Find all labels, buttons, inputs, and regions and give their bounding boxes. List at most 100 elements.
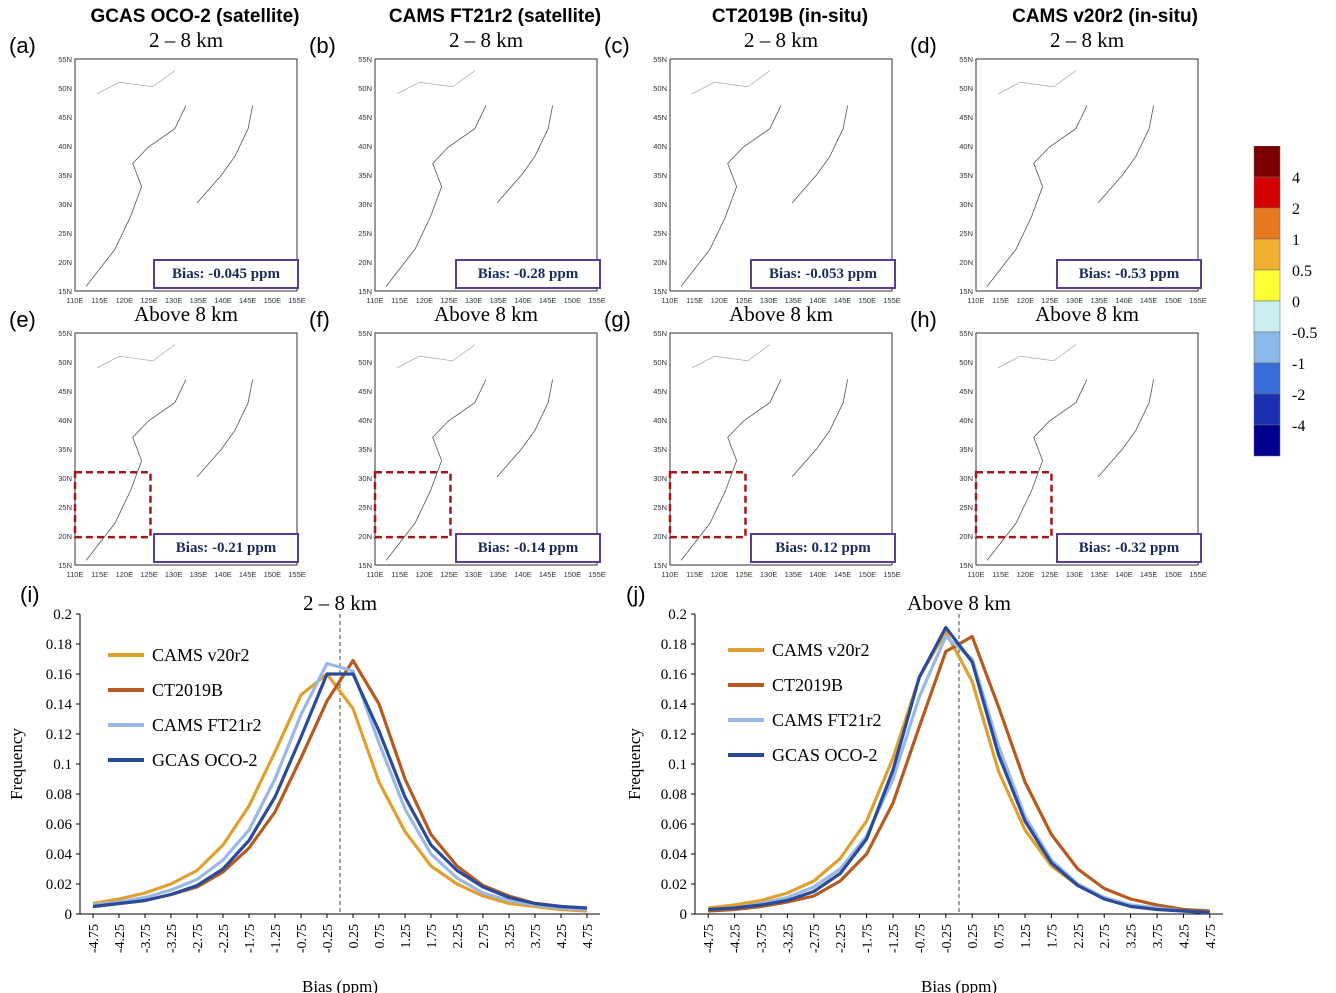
- legend-label: CAMS v20r2: [152, 645, 250, 665]
- map-lat-label: 55N: [959, 57, 973, 64]
- legend-label: CT2019B: [152, 680, 223, 700]
- map-lon-label: 145E: [834, 570, 852, 579]
- map-lon-label: 150E: [859, 296, 877, 305]
- map-lon-label: 120E: [711, 296, 729, 305]
- map-panel-title: 2 – 8 km: [743, 28, 819, 52]
- map-lon-label: 130E: [760, 296, 778, 305]
- x-tick-label: -4.75: [87, 924, 102, 953]
- bias-box: Bias: -0.045 ppm: [153, 259, 299, 289]
- map-lat-label: 15N: [959, 287, 973, 296]
- map-panel-label: (g): [604, 307, 631, 332]
- map-lat-label: 45N: [653, 387, 667, 396]
- x-axis-label: Bias (ppm): [302, 977, 378, 993]
- map-lat-label: 30N: [653, 200, 667, 209]
- x-tick-label: 3.75: [1151, 924, 1166, 949]
- map-lon-label: 135E: [785, 570, 803, 579]
- x-tick-label: -4.25: [113, 924, 128, 953]
- map-lat-label: 35N: [358, 445, 372, 454]
- map-lon-label: 145E: [1140, 570, 1158, 579]
- map-lat-label: 55N: [58, 57, 72, 64]
- map-lat-label: 55N: [653, 331, 667, 338]
- chart-title: Above 8 km: [907, 591, 1011, 615]
- map-lat-label: 20N: [959, 532, 973, 541]
- map-panel-label: (h): [910, 307, 937, 332]
- y-tick-label: 0.02: [661, 877, 687, 893]
- map-lon-label: 135E: [1091, 570, 1109, 579]
- x-tick-label: -2.25: [834, 924, 849, 953]
- x-tick-label: -0.25: [940, 924, 955, 953]
- x-tick-label: -1.25: [887, 924, 902, 953]
- bias-box: Bias: -0.053 ppm: [750, 259, 896, 289]
- y-tick-label: 0.06: [46, 817, 73, 833]
- y-tick-label: 0.1: [668, 757, 687, 773]
- x-tick-label: 1.75: [1045, 924, 1060, 949]
- panel-label-j: (j): [626, 582, 646, 607]
- map-lon-label: 110E: [367, 570, 384, 579]
- x-tick-label: -0.75: [913, 924, 928, 953]
- map-lat-label: 30N: [959, 474, 973, 483]
- map-panel-label: (c): [604, 33, 630, 58]
- map-lat-label: 45N: [58, 387, 72, 396]
- x-tick-label: 0.25: [966, 924, 981, 949]
- y-tick-label: 0.02: [46, 877, 72, 893]
- map-lat-label: 45N: [653, 113, 667, 122]
- map-lon-label: 115E: [992, 296, 1009, 305]
- map-lon-label: 140E: [514, 570, 532, 579]
- map-lon-label: 155E: [588, 296, 606, 305]
- map-panel-title: 2 – 8 km: [1049, 28, 1125, 52]
- x-tick-label: 4.75: [1204, 924, 1219, 949]
- map-lon-label: 150E: [264, 296, 282, 305]
- map-lon-label: 125E: [140, 296, 158, 305]
- map-panel-label: (b): [309, 33, 336, 58]
- map-lat-label: 15N: [58, 287, 72, 296]
- map-lon-label: 115E: [686, 570, 703, 579]
- map-lat-label: 20N: [653, 258, 667, 267]
- x-tick-label: 4.25: [1177, 924, 1192, 949]
- map-lat-label: 40N: [358, 416, 372, 425]
- map-lat-label: 20N: [358, 532, 372, 541]
- map-lon-label: 155E: [883, 570, 901, 579]
- bias-box: Bias: -0.28 ppm: [455, 259, 601, 289]
- map-panel-label: (e): [9, 307, 36, 332]
- map-lon-label: 130E: [1066, 570, 1084, 579]
- x-tick-label: 1.25: [1019, 924, 1034, 949]
- legend-label: CT2019B: [772, 675, 843, 695]
- bias-box: Bias: 0.12 ppm: [750, 533, 896, 563]
- x-tick-label: -3.75: [139, 924, 154, 953]
- map-lat-label: 20N: [653, 532, 667, 541]
- colorbar-graphic: 4 2 1 0.5 0 -0.5 -1 -2 -4: [1253, 145, 1317, 457]
- map-lat-label: 25N: [58, 503, 72, 512]
- map-lon-label: 120E: [116, 570, 134, 579]
- map-lon-label: 120E: [416, 296, 434, 305]
- series-line: [92, 661, 588, 912]
- map-lon-label: 150E: [564, 570, 582, 579]
- map-lon-label: 130E: [1066, 296, 1084, 305]
- map-panel-title: 2 – 8 km: [148, 28, 224, 52]
- map-lat-label: 30N: [358, 474, 372, 483]
- x-tick-label: 3.75: [529, 924, 544, 949]
- map-panel-label: (d): [910, 33, 937, 58]
- map-lat-label: 55N: [653, 57, 667, 64]
- map-lon-label: 115E: [992, 570, 1009, 579]
- colorbar-label: -0.5: [1292, 325, 1317, 342]
- map-lon-label: 125E: [440, 296, 458, 305]
- x-tick-label: 2.25: [1072, 924, 1087, 949]
- map-lon-label: 155E: [883, 296, 901, 305]
- map-lon-label: 135E: [490, 296, 508, 305]
- column-title-gcas-oco2: GCAS OCO-2 (satellite): [90, 6, 300, 27]
- colorbar-label: -4: [1292, 418, 1305, 435]
- colorbar-label: 2: [1292, 201, 1300, 218]
- x-tick-label: 1.75: [425, 924, 440, 949]
- line-chart-2-8km: 2 – 8 km 0 0.02 0.04 0.06 0.08 0.1 0.12 0.14 0.16…: [7, 591, 600, 993]
- map-lat-label: 55N: [358, 331, 372, 338]
- map-lon-label: 135E: [190, 296, 208, 305]
- series-line: [92, 672, 588, 910]
- map-lat-label: 45N: [959, 387, 973, 396]
- x-tick-label: 4.25: [555, 924, 570, 949]
- map-lon-label: 140E: [1115, 296, 1133, 305]
- y-tick-label: 0.18: [661, 637, 687, 653]
